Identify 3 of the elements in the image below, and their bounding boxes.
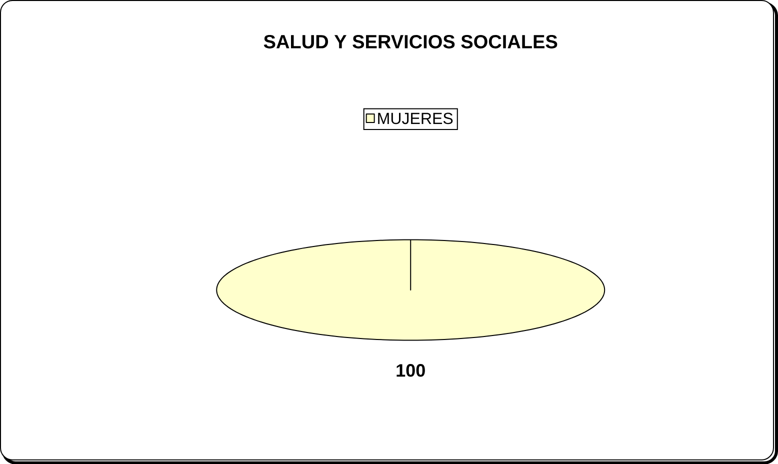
- data-label: 100: [396, 364, 425, 377]
- chart-title: SALUD Y SERVICIOS SOCIALES: [264, 34, 558, 48]
- legend-label: MUJERES: [378, 112, 453, 124]
